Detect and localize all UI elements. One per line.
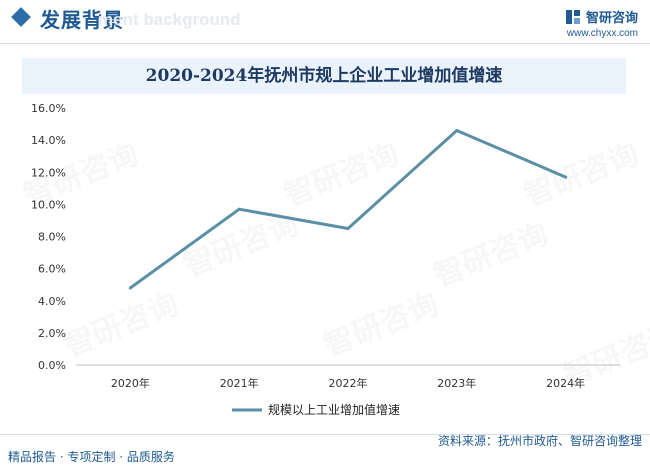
data-point bbox=[237, 207, 241, 211]
brand-logo-icon bbox=[565, 9, 580, 24]
footer-tagline: 精品报告 · 专项定制 · 品质服务 bbox=[8, 450, 175, 464]
y-tick-label: 0.0% bbox=[38, 359, 66, 372]
x-tick-label: 2021年 bbox=[220, 376, 259, 390]
brand-name: 智研咨询 bbox=[585, 11, 638, 26]
x-tick-label: 2023年 bbox=[437, 376, 476, 390]
brand-block: 智研咨询 www.chyxx.com bbox=[565, 6, 638, 39]
y-tick-label: 6.0% bbox=[38, 263, 66, 276]
y-tick-label: 12.0% bbox=[31, 166, 66, 179]
chart-title: 2020-2024年抚州市规上企业工业增加值增速 bbox=[145, 66, 503, 86]
data-point bbox=[128, 286, 132, 290]
data-point bbox=[564, 175, 568, 179]
chart-title-bar: 2020-2024年抚州市规上企业工业增加值增速 bbox=[22, 58, 626, 94]
y-tick-label: 2.0% bbox=[38, 327, 66, 340]
y-tick-label: 4.0% bbox=[38, 295, 66, 308]
y-tick-label: 14.0% bbox=[31, 134, 66, 147]
x-tick-label: 2020年 bbox=[111, 376, 150, 390]
page-header: 发展背景 ment background 智研咨询 www.chyxx.com bbox=[0, 0, 650, 42]
footer-source: 资料来源：抚州市政府、智研咨询整理 bbox=[437, 434, 642, 448]
brand-url: www.chyxx.com bbox=[566, 28, 638, 39]
section-ghost-text: ment background bbox=[98, 10, 241, 29]
footer-divider bbox=[0, 434, 650, 435]
y-tick-label: 8.0% bbox=[38, 231, 66, 244]
series-line bbox=[128, 128, 568, 290]
x-tick-label: 2022年 bbox=[329, 376, 368, 390]
section-title: 发展背景 bbox=[40, 8, 124, 32]
data-point bbox=[455, 128, 459, 132]
header-divider bbox=[0, 43, 650, 44]
y-tick-label: 16.0% bbox=[31, 102, 66, 115]
y-tick-label: 10.0% bbox=[31, 198, 66, 211]
legend-label: 规模以上工业增加值增速 bbox=[268, 402, 400, 417]
data-point bbox=[346, 226, 350, 230]
x-tick-label: 2024年 bbox=[546, 376, 585, 390]
